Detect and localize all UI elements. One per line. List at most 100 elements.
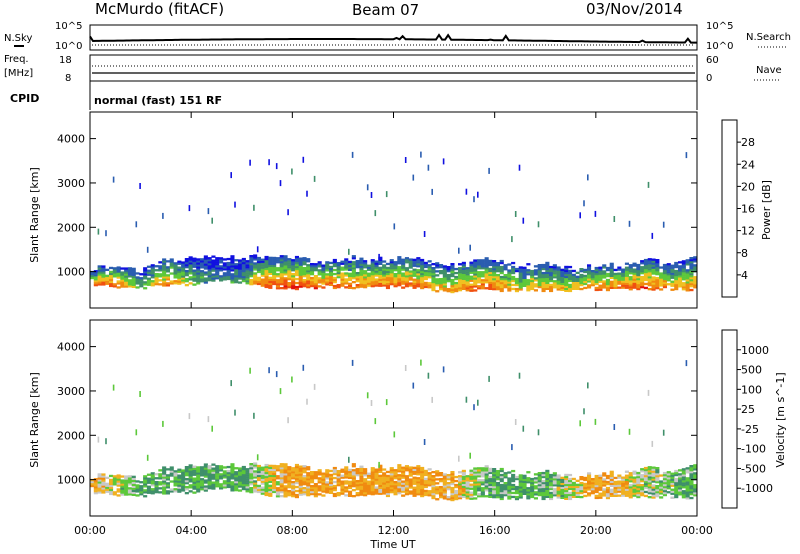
- power-cell: [230, 281, 235, 284]
- velocity-scatter-point: [393, 431, 396, 438]
- power-cell: [150, 268, 155, 271]
- power-cell: [302, 261, 307, 264]
- velocity-cell: [408, 472, 413, 475]
- power-cell: [200, 262, 205, 265]
- velocity-cell: [458, 475, 463, 478]
- power-cell: [643, 260, 648, 264]
- power-cell: [302, 269, 307, 272]
- velocity-cell: [279, 471, 284, 474]
- power-cell: [404, 285, 409, 288]
- velocity-cell: [340, 482, 345, 485]
- power-cell: [518, 274, 523, 277]
- velocity-cell: [351, 473, 356, 476]
- velocity-cell: [256, 486, 261, 490]
- power-cell: [598, 288, 603, 291]
- power-cell: [249, 281, 254, 284]
- power-cell: [294, 263, 299, 267]
- velocity-cell: [222, 480, 227, 483]
- velocity-cell: [203, 469, 208, 472]
- power-cell: [537, 270, 542, 273]
- velocity-cell: [165, 492, 170, 495]
- power-cell: [279, 279, 284, 282]
- velocity-cell: [162, 476, 167, 479]
- power-cell: [522, 270, 527, 273]
- velocity-scatter-point: [587, 382, 589, 389]
- power-cell: [150, 282, 155, 285]
- velocity-cell: [340, 492, 345, 495]
- power-cell: [442, 289, 447, 292]
- velocity-cell: [203, 479, 208, 482]
- velocity-cell: [256, 488, 261, 492]
- power-cell: [412, 282, 417, 285]
- power-cell: [693, 286, 698, 289]
- velocity-cell: [518, 474, 523, 477]
- velocity-cell: [298, 479, 303, 482]
- power-cell: [640, 262, 645, 265]
- power-cell: [480, 273, 485, 276]
- velocity-cell: [640, 468, 645, 471]
- velocity-cell: [351, 463, 356, 466]
- velocity-cell: [370, 485, 375, 488]
- velocity-cell: [359, 465, 364, 468]
- velocity-cell: [477, 489, 482, 492]
- power-cell: [450, 264, 455, 268]
- power-cell: [162, 274, 167, 277]
- velocity-cell: [590, 482, 595, 485]
- power-cell: [651, 284, 656, 287]
- power-cell: [363, 266, 368, 269]
- power-cell: [264, 271, 269, 275]
- velocity-cell: [158, 491, 163, 494]
- velocity-cell: [272, 474, 277, 478]
- velocity-cell: [336, 474, 341, 477]
- power-cell: [313, 281, 318, 284]
- velocity-cell: [416, 479, 421, 482]
- velocity-cell: [628, 494, 633, 497]
- velocity-cell: [651, 472, 656, 475]
- power-cell: [636, 269, 641, 273]
- power-cell: [370, 273, 375, 276]
- velocity-cell: [693, 484, 698, 487]
- velocity-cell: [636, 477, 641, 481]
- power-cell: [200, 272, 205, 275]
- power-cell: [477, 285, 482, 288]
- velocity-cell: [526, 471, 531, 474]
- power-cell: [458, 271, 463, 274]
- power-cell: [678, 267, 683, 270]
- velocity-cell: [575, 495, 580, 498]
- velocity-cell: [268, 470, 273, 473]
- velocity-cell: [332, 486, 337, 490]
- velocity-cell: [480, 467, 485, 470]
- velocity-cell: [355, 488, 360, 491]
- power-cell: [97, 265, 102, 268]
- velocity-cell: [499, 491, 504, 495]
- power-cell: [325, 281, 330, 284]
- power-cell: [666, 283, 671, 286]
- power-cell: [674, 275, 679, 279]
- velocity-cell: [329, 491, 334, 494]
- power-cell: [241, 259, 246, 263]
- velocity-cell: [340, 470, 345, 473]
- velocity-cell: [401, 486, 406, 489]
- velocity-cell: [238, 477, 243, 480]
- power-cell: [389, 263, 394, 266]
- velocity-cell: [154, 491, 159, 494]
- power-cell: [382, 272, 387, 275]
- power-cell: [131, 285, 136, 288]
- velocity-cell: [302, 465, 307, 468]
- noise-panel: N.Sky 10^5 10^0 10^5 10^0 N.Search: [4, 21, 791, 52]
- velocity-cell: [385, 480, 390, 484]
- velocity-cell: [355, 482, 360, 485]
- velocity-cell: [537, 484, 542, 487]
- velocity-cell: [469, 491, 474, 494]
- velocity-cell: [666, 491, 671, 494]
- power-cell: [442, 271, 447, 274]
- power-cell: [526, 283, 531, 286]
- velocity-cell: [678, 473, 683, 476]
- power-cell: [439, 282, 444, 285]
- power-cell: [480, 271, 485, 274]
- velocity-cell: [203, 481, 208, 484]
- velocity-cell: [492, 472, 497, 475]
- power-cell: [507, 285, 512, 288]
- power-cell: [306, 282, 311, 285]
- power-cell: [465, 275, 470, 278]
